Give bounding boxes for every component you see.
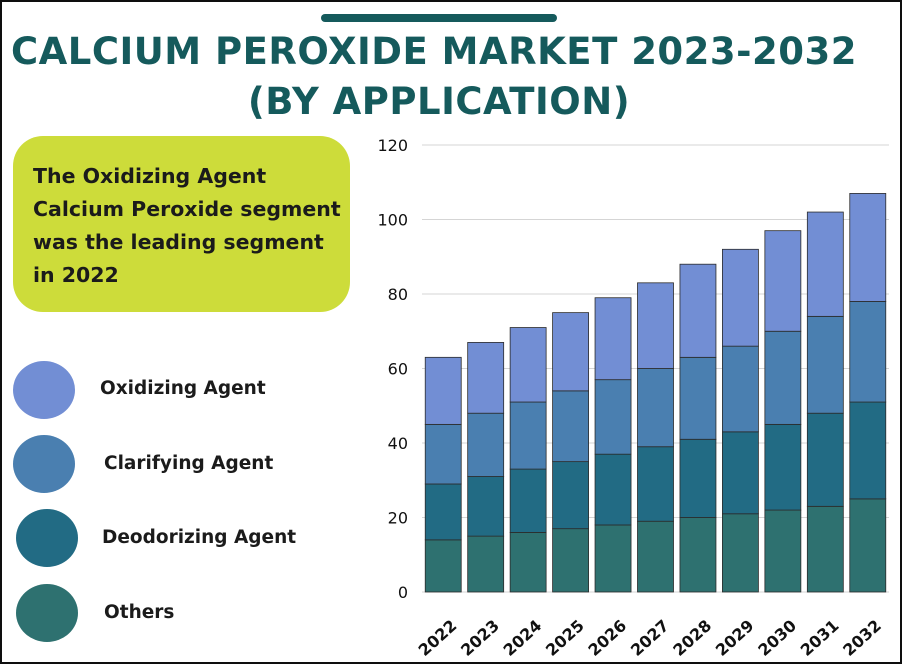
bar-2022-deodorizing-agent bbox=[424, 483, 462, 541]
legend-label-oxidizing-agent: Oxidizing Agent bbox=[100, 378, 266, 399]
bar-2026-clarifying-agent bbox=[594, 379, 632, 455]
x-tick-label-2032: 2032 bbox=[839, 616, 885, 660]
legend-item-deodorizing-agent: Deodorizing Agent bbox=[0, 509, 320, 569]
bar-2029-others bbox=[722, 513, 759, 593]
bar-2029-oxidizing-agent bbox=[722, 248, 759, 347]
bar-2024-deodorizing-agent bbox=[509, 468, 547, 533]
bar-2030-oxidizing-agent bbox=[764, 230, 802, 332]
bar-2027-deodorizing-agent bbox=[637, 446, 674, 522]
bar-2031-clarifying-agent bbox=[806, 315, 844, 414]
bar-2025-oxidizing-agent bbox=[552, 312, 589, 392]
y-tick-label-100: 100 bbox=[377, 211, 408, 230]
bar-2032-clarifying-agent bbox=[849, 301, 887, 403]
bar-2030-others bbox=[764, 509, 802, 593]
bar-2022-others bbox=[424, 539, 462, 593]
bar-2023-deodorizing-agent bbox=[467, 476, 505, 537]
bar-2028-oxidizing-agent bbox=[679, 263, 717, 358]
chart-subtitle: (BY APPLICATION) bbox=[247, 80, 631, 123]
bar-2027-oxidizing-agent bbox=[637, 282, 674, 369]
x-tick-label-2028: 2028 bbox=[669, 616, 715, 660]
bar-2028-clarifying-agent bbox=[679, 356, 717, 440]
y-tick-label-0: 0 bbox=[398, 583, 408, 602]
y-tick-label-20: 20 bbox=[388, 509, 408, 528]
legend-item-others: Others bbox=[0, 584, 320, 644]
x-tick-label-2022: 2022 bbox=[415, 616, 461, 660]
bar-2025-others bbox=[552, 528, 589, 593]
x-tick-label-2029: 2029 bbox=[712, 616, 758, 660]
bar-2024-oxidizing-agent bbox=[509, 327, 547, 403]
x-tick-label-2031: 2031 bbox=[797, 616, 843, 660]
bar-2027-clarifying-agent bbox=[637, 368, 674, 448]
callout-text: The Oxidizing Agent Calcium Peroxide seg… bbox=[33, 164, 341, 287]
legend-label-deodorizing-agent: Deodorizing Agent bbox=[102, 527, 297, 548]
bar-2025-clarifying-agent bbox=[552, 390, 589, 463]
decorative-top-bar bbox=[321, 14, 557, 22]
x-tick-label-2026: 2026 bbox=[584, 616, 630, 660]
y-tick-label-80: 80 bbox=[388, 285, 408, 304]
legend-label-others: Others bbox=[104, 602, 175, 623]
legend-item-oxidizing-agent: Oxidizing Agent bbox=[0, 361, 320, 421]
bar-2029-clarifying-agent bbox=[722, 345, 759, 433]
bar-2029-deodorizing-agent bbox=[722, 431, 759, 515]
bar-2027-others bbox=[637, 520, 674, 593]
legend-item-clarifying-agent: Clarifying Agent bbox=[0, 435, 320, 495]
bar-2028-others bbox=[679, 517, 717, 593]
bar-2031-oxidizing-agent bbox=[806, 211, 844, 317]
bar-2023-oxidizing-agent bbox=[467, 342, 505, 414]
y-tick-label-40: 40 bbox=[388, 434, 408, 453]
bar-2032-deodorizing-agent bbox=[849, 401, 887, 500]
chart-title: CALCIUM PEROXIDE MARKET 2023-2032 bbox=[10, 30, 858, 73]
bar-2026-oxidizing-agent bbox=[594, 297, 632, 381]
bar-2023-clarifying-agent bbox=[467, 412, 505, 477]
bar-2022-oxidizing-agent bbox=[424, 356, 462, 425]
bar-2030-deodorizing-agent bbox=[764, 423, 802, 511]
bar-2024-others bbox=[509, 532, 547, 593]
y-tick-label-120: 120 bbox=[377, 136, 408, 155]
legend-label-clarifying-agent: Clarifying Agent bbox=[104, 453, 274, 474]
legend-swatch-others bbox=[16, 584, 78, 642]
legend-swatch-deodorizing-agent bbox=[16, 509, 78, 567]
callout-box: The Oxidizing Agent Calcium Peroxide seg… bbox=[13, 136, 350, 312]
x-tick-label-2027: 2027 bbox=[627, 616, 673, 660]
bar-2028-deodorizing-agent bbox=[679, 438, 717, 518]
bar-2025-deodorizing-agent bbox=[552, 461, 589, 530]
x-tick-label-2024: 2024 bbox=[500, 616, 546, 660]
bar-2023-others bbox=[467, 535, 505, 593]
bar-2024-clarifying-agent bbox=[509, 401, 547, 470]
x-tick-label-2030: 2030 bbox=[754, 616, 800, 660]
x-tick-label-2023: 2023 bbox=[457, 616, 503, 660]
bar-2022-clarifying-agent bbox=[424, 423, 462, 485]
bar-2031-deodorizing-agent bbox=[806, 412, 844, 507]
bar-2031-others bbox=[806, 505, 844, 593]
bar-2032-oxidizing-agent bbox=[849, 193, 887, 302]
x-tick-label-2025: 2025 bbox=[542, 616, 588, 660]
bar-2030-clarifying-agent bbox=[764, 330, 802, 425]
bar-2032-others bbox=[849, 498, 887, 593]
bar-2026-others bbox=[594, 524, 632, 593]
bar-2026-deodorizing-agent bbox=[594, 453, 632, 526]
y-tick-label-60: 60 bbox=[388, 360, 408, 379]
legend-swatch-clarifying-agent bbox=[13, 435, 75, 493]
legend-swatch-oxidizing-agent bbox=[13, 361, 75, 419]
